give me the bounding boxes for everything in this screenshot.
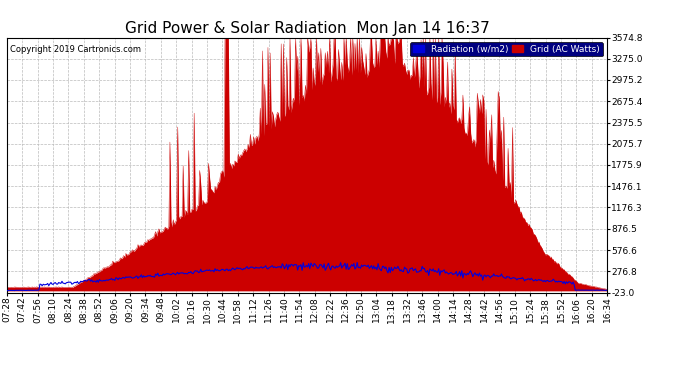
Legend: Radiation (w/m2), Grid (AC Watts): Radiation (w/m2), Grid (AC Watts): [411, 42, 602, 56]
Text: Copyright 2019 Cartronics.com: Copyright 2019 Cartronics.com: [10, 45, 141, 54]
Title: Grid Power & Solar Radiation  Mon Jan 14 16:37: Grid Power & Solar Radiation Mon Jan 14 …: [125, 21, 489, 36]
